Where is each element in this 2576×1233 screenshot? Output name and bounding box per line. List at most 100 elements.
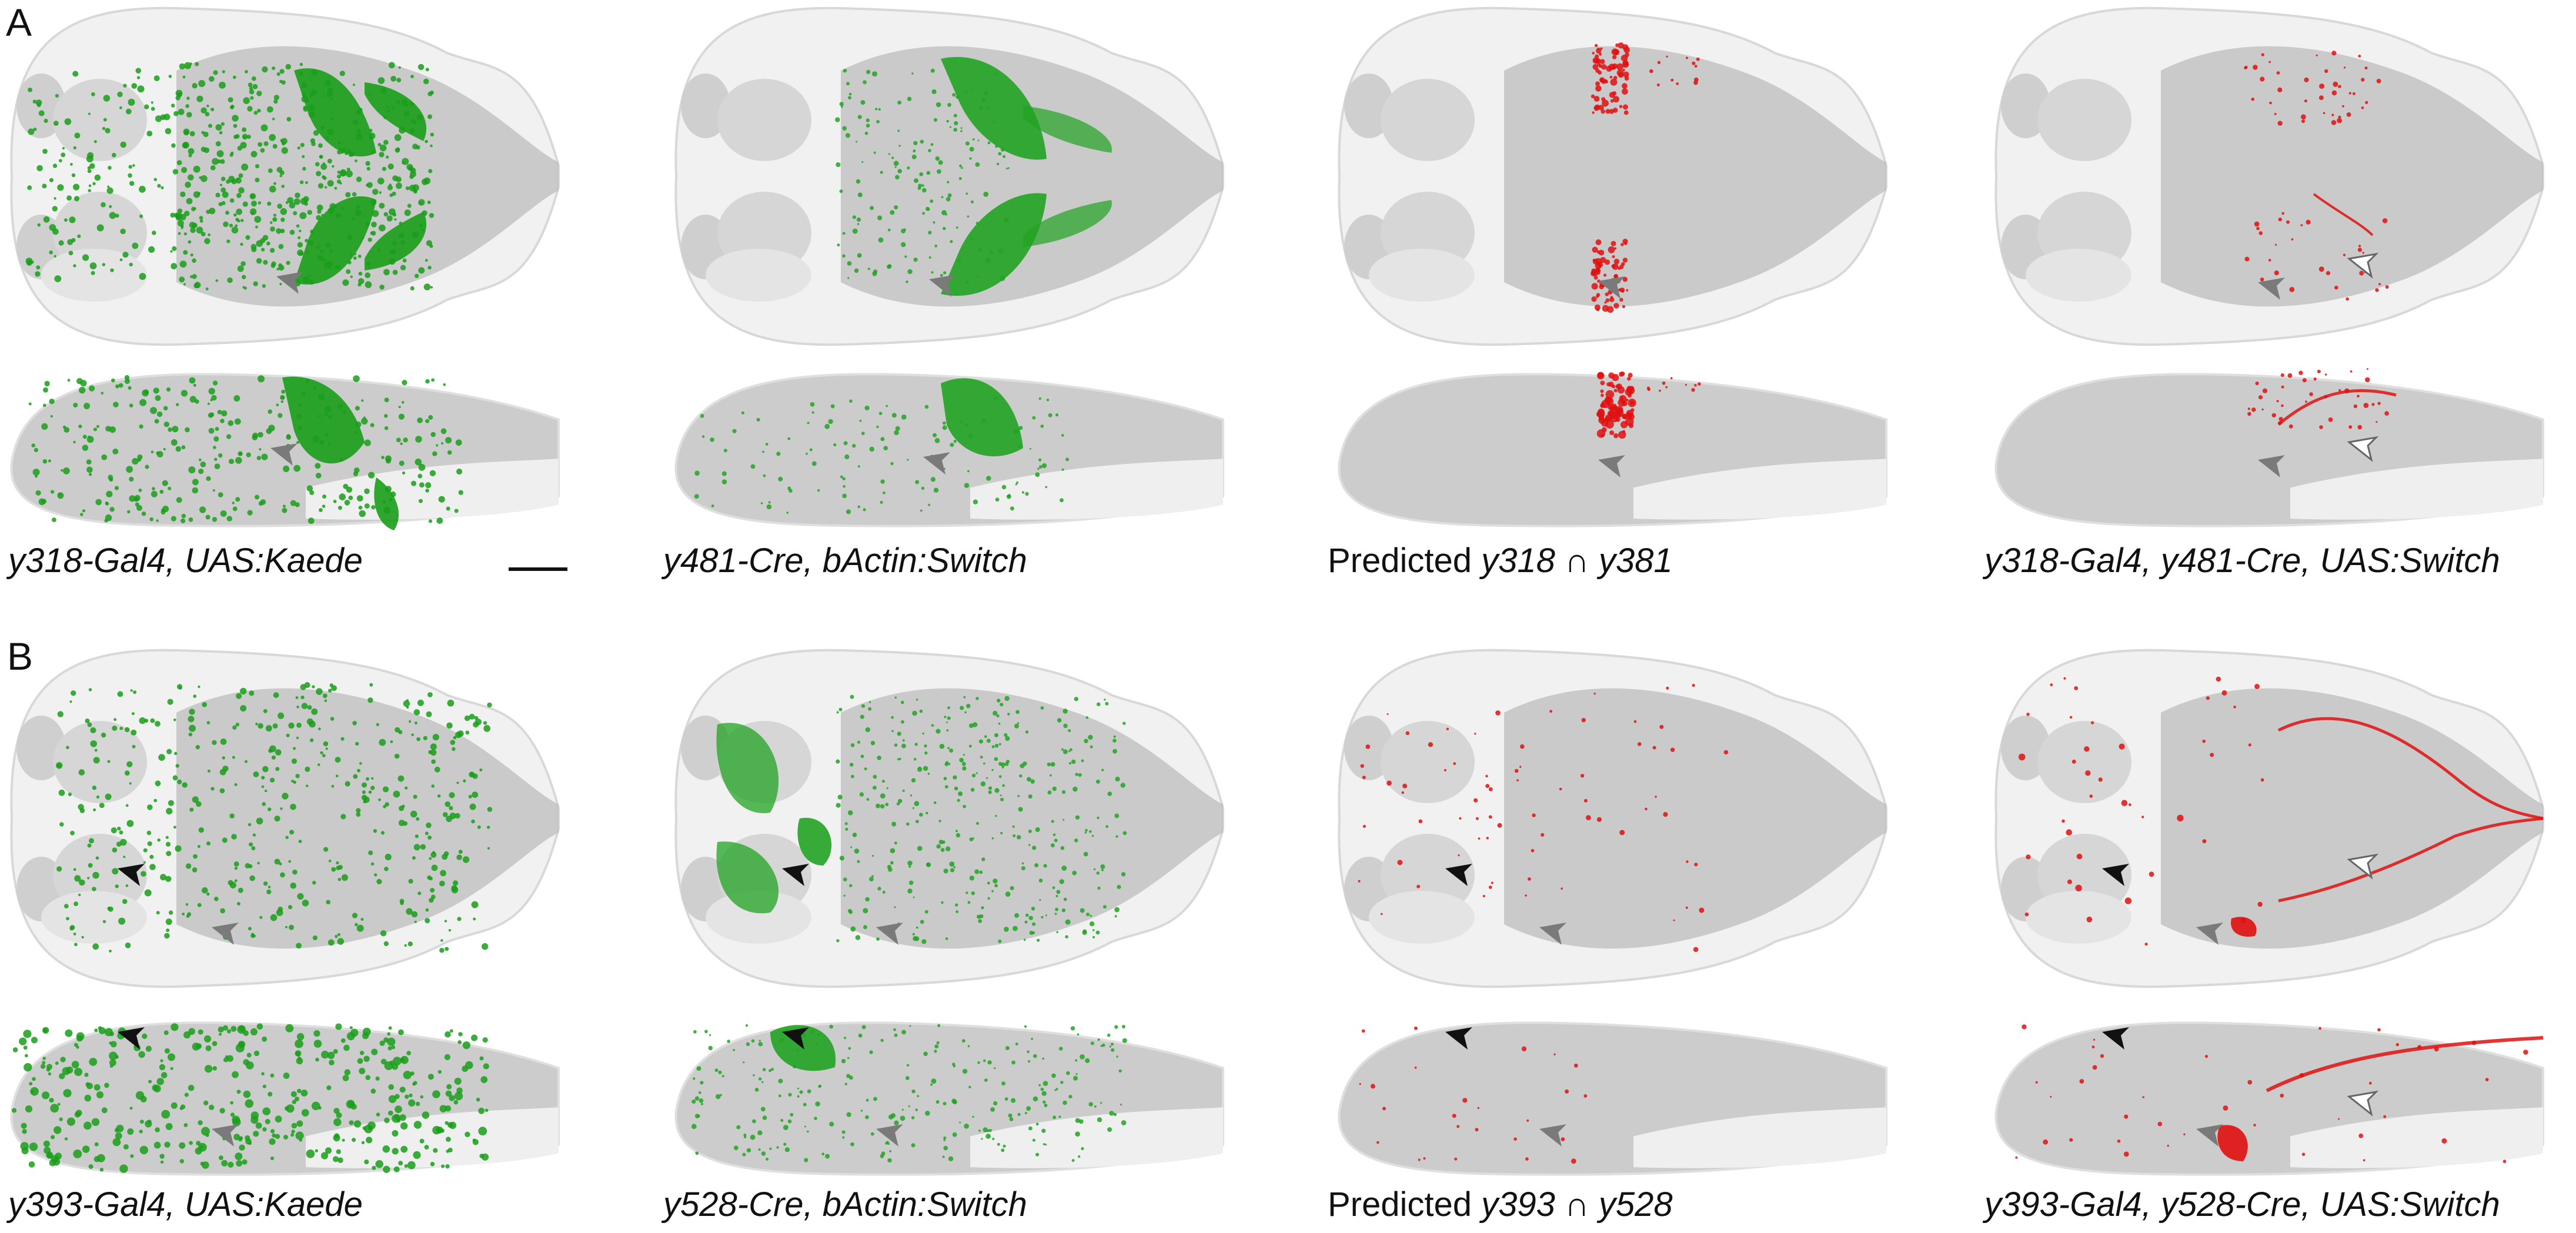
- white-arrowhead-icon: [2347, 1090, 2379, 1117]
- expression-blob: [941, 193, 1047, 296]
- brain-b4-dorsal: [1994, 649, 2544, 988]
- brain-b2-dorsal: [674, 649, 1224, 988]
- brain-b3-lateral: [1338, 1021, 1887, 1176]
- brain-b1-lateral: [10, 1021, 560, 1176]
- lateral-brain-outline: [1338, 373, 1887, 527]
- expression-dots: [2244, 212, 2389, 301]
- gray-arrowhead-icon: [923, 452, 950, 475]
- lateral-brain-outline: [10, 1021, 560, 1176]
- axon-tract: [2278, 817, 2544, 903]
- black-arrowhead-icon: [118, 864, 145, 886]
- expression-blob: [1023, 106, 1112, 153]
- gray-arrowhead-icon: [1539, 923, 1566, 945]
- lateral-brain-outline: [1994, 373, 2544, 527]
- white-arrowhead-icon: [2347, 853, 2379, 880]
- gray-arrowhead-icon: [2258, 455, 2285, 477]
- gray-arrowhead-icon: [876, 1124, 903, 1147]
- white-arrowhead-icon: [2347, 252, 2379, 279]
- expression-dots: [2018, 676, 2264, 946]
- expression-blob: [2217, 1125, 2248, 1161]
- expression-blob: [374, 477, 399, 530]
- expression-blob: [2231, 917, 2257, 937]
- brain-b3-dorsal: [1338, 649, 1887, 988]
- caption-a2: y481-Cre, bActin:Switch: [663, 542, 1027, 580]
- brain-b4-lateral: [1994, 1021, 2544, 1176]
- gray-arrowhead-icon: [2258, 278, 2285, 300]
- gray-arrowhead-icon: [1539, 1124, 1566, 1147]
- dorsal-brain-outline: [674, 6, 1224, 346]
- brain-b2-lateral: [674, 1021, 1224, 1176]
- lateral-brain-outline: [1994, 1021, 2544, 1176]
- caption-a1: y318-Gal4, UAS:Kaede: [8, 542, 363, 580]
- white-arrowhead-icon: [2347, 436, 2379, 462]
- expression-blob: [294, 196, 376, 285]
- expression-blob: [941, 378, 1023, 457]
- gray-arrowhead-icon: [1598, 455, 1625, 477]
- expression-dots: [1531, 684, 1729, 953]
- lateral-brain-outline: [674, 1021, 1224, 1176]
- black-arrowhead-icon: [782, 1027, 809, 1050]
- expression-dots: [691, 1024, 1127, 1163]
- expression-blob: [716, 841, 779, 914]
- expression-blob: [941, 56, 1047, 160]
- dorsal-brain-outline: [1338, 649, 1887, 988]
- gray-arrowhead-icon: [212, 923, 239, 945]
- expression-dots: [2247, 368, 2389, 430]
- dorsal-brain-outline: [674, 649, 1224, 988]
- black-arrowhead-icon: [1445, 1027, 1472, 1050]
- brain-a3-lateral: [1338, 371, 1887, 527]
- dorsal-brain-outline: [1994, 649, 2544, 988]
- black-arrowhead-icon: [1445, 864, 1472, 886]
- black-arrowhead-icon: [782, 864, 809, 886]
- expression-blob: [294, 68, 376, 157]
- caption-b3: Predicted y393 ∩ y528: [1328, 1185, 1673, 1224]
- expression-blob: [365, 212, 427, 270]
- expression-dots: [1596, 371, 1636, 439]
- scale-bar: [509, 567, 567, 571]
- expression-blob: [716, 723, 779, 813]
- expression-blob: [1023, 200, 1112, 247]
- black-arrowhead-icon: [2102, 864, 2129, 886]
- axon-tract: [2313, 193, 2374, 236]
- black-arrowhead-icon: [2102, 1027, 2129, 1050]
- expression-dots: [1649, 55, 1700, 86]
- expression-blob: [797, 817, 832, 866]
- expression-dots: [25, 68, 175, 282]
- brain-a2-lateral: [674, 373, 1224, 527]
- brain-a2-dorsal: [674, 6, 1224, 346]
- black-arrowhead-icon: [118, 1027, 145, 1050]
- gray-arrowhead-icon: [2196, 923, 2223, 945]
- dorsal-brain-outline: [10, 649, 560, 988]
- expression-blob: [282, 376, 365, 464]
- dorsal-brain-outline: [1994, 6, 2544, 346]
- caption-b1: y393-Gal4, UAS:Kaede: [8, 1185, 363, 1224]
- expression-dots: [2244, 51, 2381, 126]
- gray-arrowhead-icon: [270, 443, 298, 466]
- expression-dots: [1359, 1026, 1588, 1164]
- expression-dots: [1358, 710, 1531, 915]
- gray-arrowhead-icon: [929, 275, 956, 297]
- caption-a4: y318-Gal4, y481-Cre, UAS:Switch: [1984, 542, 2500, 580]
- lateral-brain-outline: [1338, 1021, 1887, 1176]
- brain-a3-dorsal: [1338, 6, 1887, 346]
- brain-b1-dorsal: [10, 649, 560, 988]
- axon-tract: [2277, 389, 2397, 426]
- brain-a4-lateral: [1994, 368, 2544, 527]
- axon-tract: [2277, 717, 2544, 820]
- gray-arrowhead-icon: [276, 272, 303, 294]
- expression-dots: [1591, 42, 1630, 115]
- dorsal-brain-outline: [1338, 6, 1887, 346]
- gray-arrowhead-icon: [1598, 276, 1625, 299]
- caption-a3: Predicted y318 ∩ y381: [1328, 542, 1673, 580]
- brain-a1-lateral: [10, 373, 560, 530]
- caption-b4: y393-Gal4, y528-Cre, UAS:Switch: [1984, 1185, 2500, 1224]
- expression-dots: [836, 694, 1127, 944]
- brain-a1-dorsal: [10, 6, 560, 346]
- brain-a4-dorsal: [1994, 6, 2544, 346]
- gray-arrowhead-icon: [876, 923, 903, 945]
- axon-tract: [2266, 1036, 2544, 1092]
- expression-dots: [11, 1023, 489, 1173]
- gray-arrowhead-icon: [212, 1124, 239, 1147]
- expression-blob: [365, 82, 427, 141]
- panel-label-a: A: [6, 1, 32, 44]
